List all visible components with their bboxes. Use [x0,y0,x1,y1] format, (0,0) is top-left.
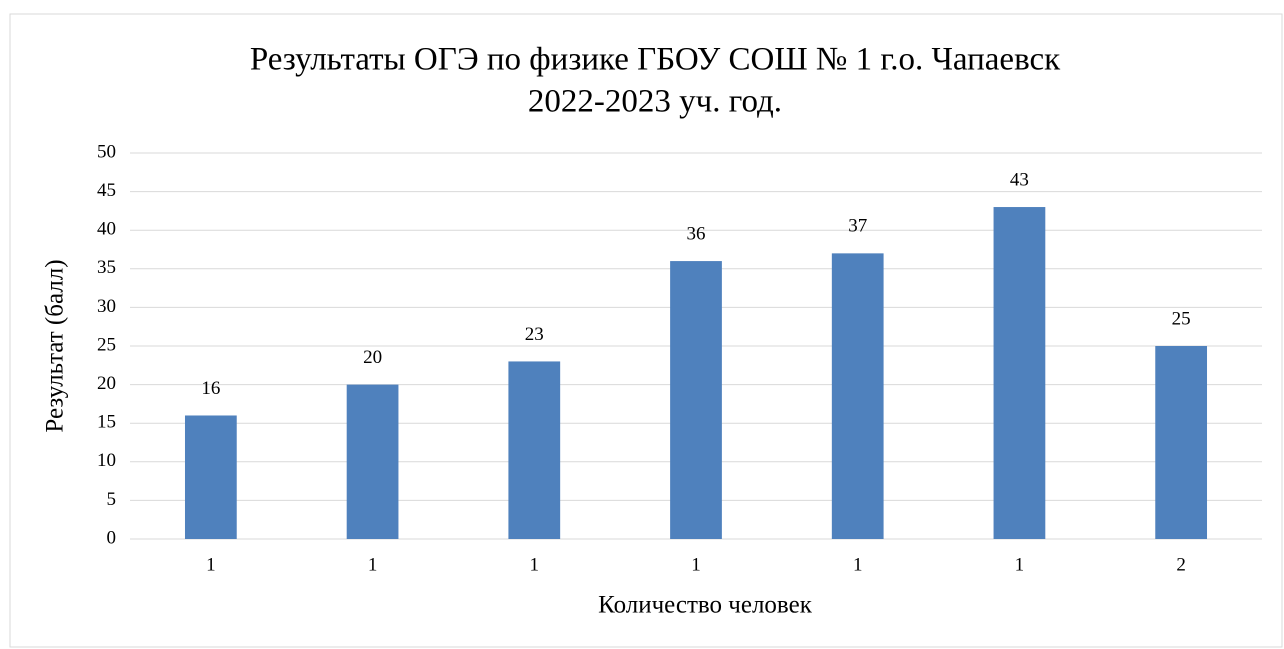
y-tick-label: 45 [97,180,116,201]
data-label: 16 [201,378,220,399]
bar [993,207,1046,540]
chart-title: 2022-2023 уч. год. [528,84,782,120]
chart-border [9,13,1283,648]
x-tick-label: 1 [530,554,540,575]
x-tick-label: 1 [691,554,701,575]
y-tick-label: 30 [97,296,116,317]
data-label: 23 [525,324,544,345]
bar [508,361,561,539]
y-tick-label: 5 [107,489,117,510]
y-tick-label: 0 [107,527,117,548]
data-label: 36 [687,223,706,244]
y-tick-label: 10 [97,450,116,471]
y-tick-label: 15 [97,412,116,433]
y-axis-title: Результат (балл) [42,259,69,432]
x-tick-label: 2 [1176,554,1186,575]
bar [1155,346,1208,539]
x-tick-label: 1 [1015,554,1025,575]
data-label: 20 [363,347,382,368]
bar [831,253,884,540]
y-tick-label: 20 [97,373,116,394]
data-label: 37 [848,216,867,237]
bar [346,384,399,539]
y-tick-label: 25 [97,334,116,355]
y-tick-label: 35 [97,257,116,278]
y-tick-label: 50 [97,141,116,162]
chart-title: Результаты ОГЭ по физике ГБОУ СОШ № 1 г.… [250,42,1061,78]
x-tick-label: 1 [206,554,216,575]
x-tick-label: 1 [853,554,863,575]
x-tick-label: 1 [368,554,378,575]
x-axis-title: Количество человек [598,592,813,619]
bar [184,415,237,539]
data-label: 25 [1172,308,1191,329]
data-label: 43 [1010,169,1029,190]
bar [670,261,722,539]
y-tick-label: 40 [97,219,116,240]
